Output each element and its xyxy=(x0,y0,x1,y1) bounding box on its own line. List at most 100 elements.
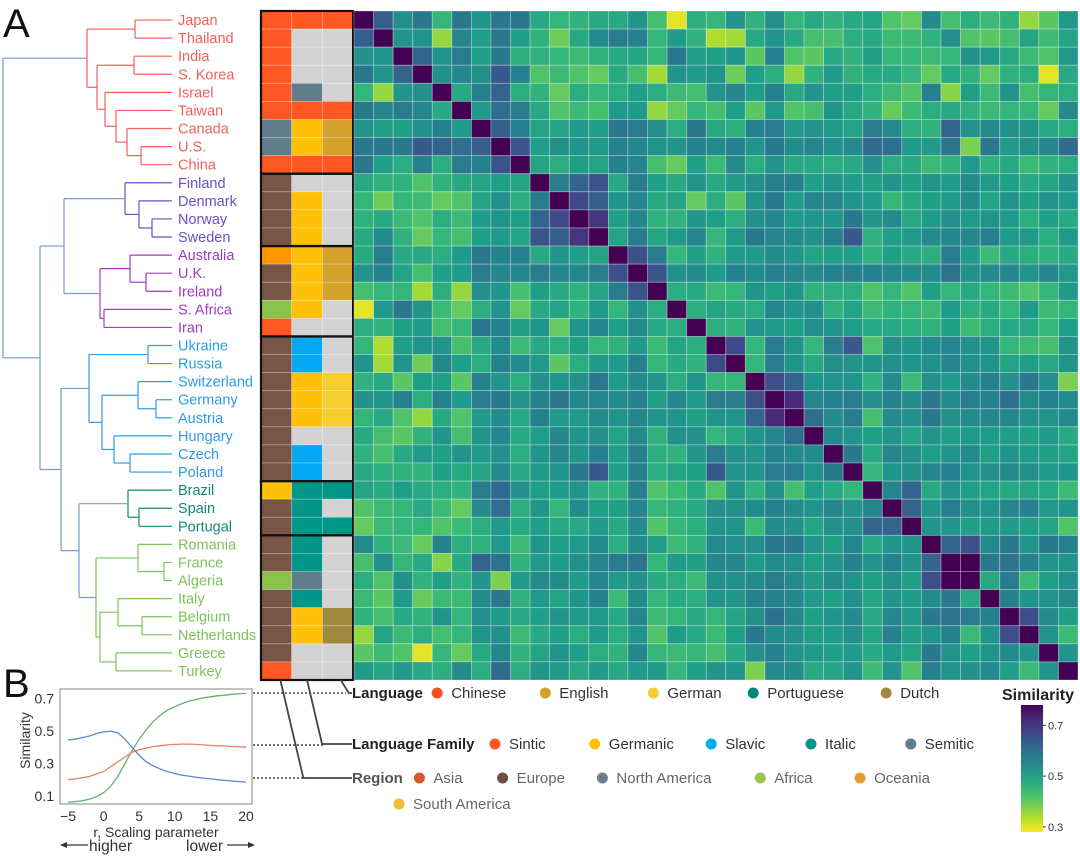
heatmap-cell xyxy=(588,336,609,355)
heatmap-cell xyxy=(412,661,433,681)
heatmap-cell xyxy=(549,553,570,572)
heatmap-cell xyxy=(353,82,374,102)
heatmap-cell xyxy=(979,82,1001,102)
heatmap-cell xyxy=(607,661,629,681)
annotation-cell xyxy=(260,480,293,500)
heatmap-cell xyxy=(510,46,531,66)
heatmap-cell xyxy=(979,553,1001,572)
heatmap-cell xyxy=(744,101,766,120)
heatmap-cell xyxy=(647,372,668,392)
annotation-cell xyxy=(291,553,323,572)
annotation-cell xyxy=(291,571,323,590)
heatmap-cell xyxy=(862,607,883,627)
heatmap-cell xyxy=(353,336,374,355)
heatmap-cell xyxy=(412,607,433,627)
heatmap-cell xyxy=(490,480,511,500)
legend-dot xyxy=(497,772,509,784)
arrowhead-left-icon xyxy=(60,842,67,848)
heatmap-cell xyxy=(705,245,727,265)
legend-dot xyxy=(413,772,425,784)
heatmap-cell xyxy=(529,336,551,355)
heatmap-cell xyxy=(979,589,1001,609)
heatmap-cell xyxy=(392,263,414,283)
heatmap-cell xyxy=(666,245,688,265)
heatmap-cell xyxy=(901,299,922,319)
annotation-cell xyxy=(260,281,293,301)
y-axis-label: Similarity xyxy=(17,712,33,769)
heatmap-cell xyxy=(529,426,551,446)
heatmap-cell xyxy=(823,46,844,66)
heatmap-cell xyxy=(940,408,961,428)
heatmap-cell xyxy=(764,155,785,175)
heatmap-cell xyxy=(471,317,492,337)
heatmap-cell xyxy=(881,625,903,645)
heatmap-cell xyxy=(490,64,511,84)
heatmap-cell xyxy=(960,263,981,283)
heatmap-cell xyxy=(784,643,805,663)
heatmap-cell xyxy=(999,10,1020,30)
heatmap-cell xyxy=(392,553,414,572)
heatmap-cell xyxy=(353,119,374,138)
heatmap-cell xyxy=(901,462,922,482)
heatmap-cell xyxy=(666,10,688,30)
heatmap-cell xyxy=(471,209,492,229)
heatmap-cell xyxy=(373,227,394,247)
arrowhead-right-icon xyxy=(248,842,255,848)
heatmap-cell xyxy=(784,589,805,609)
heatmap-cell xyxy=(549,426,570,446)
heatmap-cell xyxy=(979,643,1001,663)
heatmap-cell xyxy=(588,534,609,554)
heatmap-cell xyxy=(1018,64,1040,84)
heatmap-cell xyxy=(490,354,511,374)
heatmap-cell xyxy=(823,119,844,138)
heatmap-cell xyxy=(823,64,844,84)
heatmap-cell xyxy=(666,28,688,48)
annotation-cell xyxy=(291,137,323,157)
heatmap-cell xyxy=(451,661,472,681)
heatmap-cell xyxy=(842,299,864,319)
heatmap-cell xyxy=(451,498,472,518)
annotation-cell xyxy=(291,263,323,283)
heatmap-cell xyxy=(471,263,492,283)
heatmap-cell xyxy=(999,661,1020,681)
heatmap-cell xyxy=(1038,263,1059,283)
annotation-cell xyxy=(291,372,323,392)
heatmap-cell xyxy=(803,480,825,500)
heatmap-cell xyxy=(431,64,453,84)
heatmap-cell xyxy=(881,299,903,319)
annotation-cell xyxy=(260,317,293,337)
heatmap-cell xyxy=(490,209,511,229)
heatmap-cell xyxy=(549,82,570,102)
heatmap-cell xyxy=(784,173,805,193)
heatmap-cell xyxy=(686,516,707,536)
heatmap-cell xyxy=(647,263,668,283)
heatmap-cell xyxy=(647,173,668,193)
heatmap-cell xyxy=(431,299,453,319)
heatmap-cell xyxy=(392,480,414,500)
annotation-cell xyxy=(321,191,354,211)
heatmap-cell xyxy=(979,498,1001,518)
heatmap-cell xyxy=(764,444,785,464)
heatmap-cell xyxy=(686,643,707,663)
heatmap-cell xyxy=(764,480,785,500)
heatmap-cell xyxy=(999,534,1020,554)
heatmap-cell xyxy=(842,137,864,157)
heatmap-cell xyxy=(471,480,492,500)
annotation-cell xyxy=(321,155,354,175)
heatmap-cell xyxy=(412,137,433,157)
country-label: U.K. xyxy=(178,266,206,282)
annotation-cell xyxy=(321,137,354,157)
heatmap-cell xyxy=(392,245,414,265)
heatmap-cell xyxy=(529,191,551,211)
heatmap-cell xyxy=(451,119,472,138)
heatmap-cell xyxy=(549,245,570,265)
heatmap-cell xyxy=(647,480,668,500)
heatmap-cell xyxy=(842,553,864,572)
annotation-cell xyxy=(321,534,354,554)
heatmap-cell xyxy=(901,480,922,500)
country-label: Ukraine xyxy=(178,339,228,355)
y-tick-label: 0.7 xyxy=(35,691,55,707)
annotation-cell xyxy=(260,263,293,283)
heatmap-cell xyxy=(529,444,551,464)
heatmap-cell xyxy=(549,390,570,410)
